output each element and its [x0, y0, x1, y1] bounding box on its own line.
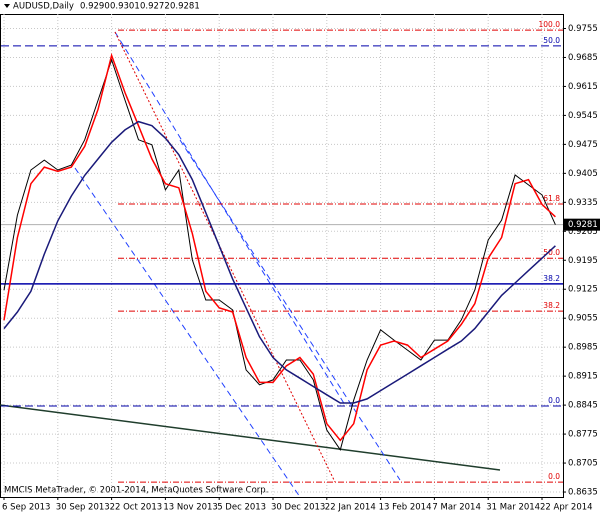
channel-line: [74, 167, 301, 498]
open: 0.9290: [80, 2, 110, 12]
y-tick-label: 0.8775: [568, 430, 598, 440]
fib-label: 50.0: [543, 248, 560, 257]
price-line: [3, 58, 556, 451]
y-tick-label: 0.9265: [568, 227, 598, 237]
channel-line: [114, 31, 346, 406]
fib-label: 0.0: [548, 472, 560, 481]
y-tick-label: 0.8915: [568, 372, 598, 382]
price-line: [3, 52, 556, 442]
x-tick-label: 13 Nov 2013: [163, 503, 217, 513]
symbol: AUDUSD,Daily: [13, 2, 74, 12]
last-price-label: 0.9281: [568, 220, 598, 230]
hline-label: 50.0: [543, 36, 560, 45]
y-tick-label: 0.9335: [568, 198, 598, 208]
close: 0.9281: [170, 2, 200, 12]
x-tick-label: 30 Dec 2013: [271, 503, 325, 513]
x-tick-label: 22 Oct 2013: [110, 503, 163, 513]
y-tick-label: 0.9545: [568, 111, 598, 121]
y-tick-label: 0.9125: [568, 285, 598, 295]
plot-frame: [0, 14, 564, 498]
high: 0.9301: [110, 2, 140, 12]
x-tick-label: 13 Feb 2014: [379, 503, 432, 513]
trendline: [0, 404, 501, 471]
last-price-box: [564, 218, 600, 231]
x-tick-label: 5 Dec 2013: [217, 503, 266, 513]
y-tick-label: 0.9055: [568, 314, 598, 324]
low: 0.9272: [140, 2, 170, 12]
y-tick-label: 0.8985: [568, 343, 598, 353]
menu-icon: [4, 4, 10, 8]
y-tick-label: 0.9195: [568, 256, 598, 266]
fib-label: 61.8: [543, 194, 560, 203]
y-tick-label: 0.9685: [568, 53, 598, 63]
fib-label: 38.2: [543, 301, 560, 310]
x-tick-label: 31 Mar 2014: [486, 503, 540, 513]
y-tick-label: 0.9405: [568, 169, 598, 179]
price-line: [3, 120, 556, 404]
x-tick-label: 7 Mar 2014: [432, 503, 480, 513]
y-tick-label: 0.8845: [568, 401, 598, 411]
fib-label: 100.0: [539, 20, 561, 29]
y-tick-label: 0.8705: [568, 459, 598, 469]
y-tick-label: 0.9615: [568, 82, 598, 92]
fib-line: [114, 31, 336, 483]
x-tick-label: 6 Sep 2013: [2, 503, 50, 513]
y-tick-label: 0.8635: [568, 488, 598, 498]
x-tick-label: 22 Apr 2014: [540, 503, 593, 513]
x-tick-label: 22 Jan 2014: [325, 503, 376, 513]
y-tick-label: 0.9755: [568, 24, 598, 34]
trendlines: [0, 29, 563, 498]
y-tick-label: 0.9475: [568, 140, 598, 150]
copyright: MMCIS MetaTrader, © 2001-2014, MetaQuote…: [4, 486, 268, 496]
x-tick-label: 30 Sep 2013: [56, 503, 110, 513]
hline-label: 38.2: [543, 274, 560, 283]
channel-line: [179, 139, 401, 481]
hline-label: 0.0: [548, 396, 560, 405]
